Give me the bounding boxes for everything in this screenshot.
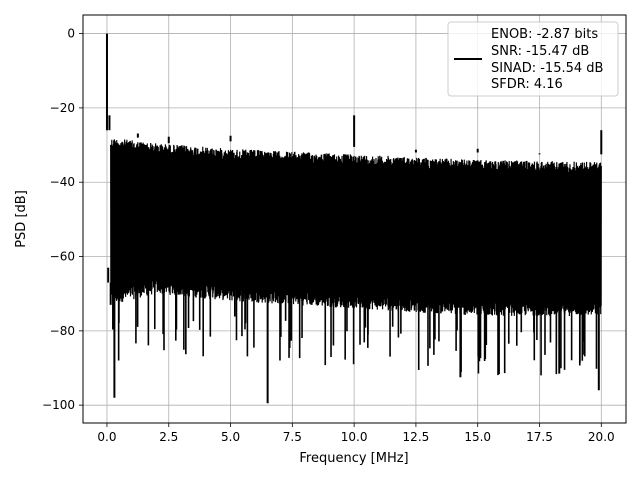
y-tick-label: −20 [50, 101, 75, 115]
psd-series [105, 33, 603, 404]
legend-sinad: SINAD: -15.54 dB [491, 61, 603, 76]
legend-box [447, 21, 619, 97]
y-axis-ticks: 0 −20 −40 −60 −80 −100 [42, 27, 83, 412]
y-axis-label: PSD [dB] [14, 190, 29, 248]
legend-enob: ENOB: -2.87 bits [491, 27, 598, 42]
legend-snr: SNR: -15.47 dB [491, 44, 589, 59]
y-tick-label: −100 [42, 398, 75, 412]
x-tick-label: 5.0 [221, 430, 240, 444]
x-tick-label: 15.0 [464, 430, 491, 444]
x-tick-label: 7.5 [283, 430, 302, 444]
psd-noise-dips [112, 271, 598, 376]
y-tick-label: −40 [50, 175, 75, 189]
x-tick-label: 17.5 [526, 430, 553, 444]
x-tick-label: 2.5 [159, 430, 178, 444]
y-tick-label: 0 [67, 27, 75, 41]
x-tick-label: 12.5 [403, 430, 430, 444]
y-tick-label: −60 [50, 250, 75, 264]
x-axis-ticks: 0.0 2.5 5.0 7.5 10.0 12.5 15.0 17.5 20.0 [97, 423, 615, 444]
legend-sfdr: SFDR: 4.16 [491, 77, 563, 92]
x-tick-label: 0.0 [97, 430, 116, 444]
legend: ENOB: -2.87 bits SNR: -15.47 dB SINAD: -… [447, 21, 619, 97]
x-tick-label: 20.0 [588, 430, 615, 444]
psd-noise-trace [110, 139, 602, 316]
y-tick-label: −80 [50, 324, 75, 338]
x-axis-label: Frequency [MHz] [299, 451, 408, 466]
x-tick-label: 10.0 [341, 430, 368, 444]
